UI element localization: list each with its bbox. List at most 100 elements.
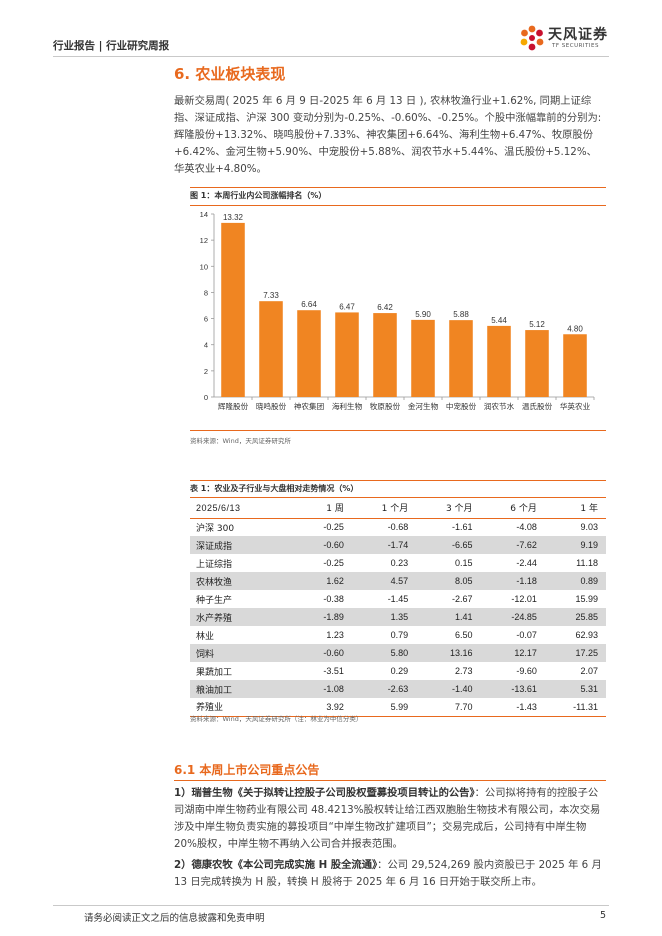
table-row: 深证成指 -0.60 -1.74 -6.65 -7.62 9.19	[190, 536, 606, 554]
bar	[563, 334, 587, 397]
table-cell: 5.99	[351, 698, 417, 717]
section-paragraph: 最新交易周( 2025 年 6 月 9 日-2025 年 6 月 13 日 ),…	[174, 95, 602, 175]
table-cell: 0.89	[544, 572, 606, 590]
table-cell: 11.18	[576, 558, 598, 568]
table-cell: 0.15	[455, 558, 473, 568]
table-cell: -4.08	[516, 522, 537, 533]
figure-source: 资料来源：Wind，天风证券研究所	[190, 437, 291, 445]
table-row: 农林牧渔 1.62 4.57 8.05 -1.18 0.89	[190, 572, 606, 590]
table-cell: -1.89	[298, 608, 352, 626]
y-tick-label: 8	[204, 288, 208, 297]
table-row-label: 水产养殖	[190, 608, 299, 626]
page-number: 5	[600, 910, 607, 921]
table-header-row: 2025/6/13 1 周 1 个月 3 个月 6 个月 1 年	[190, 498, 606, 519]
footer-disclaimer: 请务必阅读正文之后的信息披露和免责申明	[84, 913, 265, 924]
bar	[221, 222, 245, 397]
y-tick-label: 0	[204, 393, 208, 402]
table-cell: -0.25	[323, 522, 344, 533]
bar	[259, 301, 283, 397]
bar	[373, 313, 397, 397]
table-caption: 表 1：农业及子行业与大盘相对走势情况（%）	[190, 484, 359, 493]
bar-value-label: 7.33	[263, 291, 279, 300]
y-tick-label: 6	[204, 315, 208, 324]
table-cell: -12.01	[511, 594, 537, 604]
table-row-label: 林业	[196, 631, 215, 642]
bar-value-label: 4.80	[567, 324, 583, 333]
header-divider	[53, 56, 609, 57]
figure-caption-rule	[190, 205, 606, 206]
table-cell: -9.60	[516, 666, 537, 676]
table-cell: 7.70	[416, 698, 481, 717]
table-cell: -2.63	[351, 680, 417, 698]
bar	[297, 310, 321, 397]
table-cell: -11.31	[544, 698, 606, 717]
table-cell: 25.85	[544, 608, 606, 626]
table-cell: -0.60	[298, 644, 352, 662]
x-category-label: 金河生物	[408, 401, 439, 411]
table-cell: 0.29	[390, 666, 409, 676]
bar	[449, 320, 473, 397]
table-cell: -3.51	[323, 666, 344, 676]
announcement-heading: 2）德康农牧《本公司完成实施 H 股全流通》	[174, 859, 378, 871]
x-category-label: 辉隆股份	[218, 401, 249, 411]
table-cell: -1.08	[298, 680, 352, 698]
table-header-6m: 6 个月	[480, 498, 545, 519]
table-source: 资料来源：Wind，天风证券研究所（注：林业为中信分类）	[190, 715, 363, 723]
announcement-heading: 1）瑞普生物《关于拟转让控股子公司股权暨募投项目转让的公告》	[174, 787, 475, 799]
table-cell: -1.18	[480, 572, 545, 590]
table-cell: 6.50	[455, 630, 473, 640]
tf-securities-logo	[520, 25, 544, 51]
x-category-label: 华英农业	[560, 401, 591, 411]
table-cell: -24.85	[480, 608, 545, 626]
table-cell: -6.65	[416, 536, 481, 554]
table-cell: 3.92	[298, 698, 352, 717]
y-tick-label: 4	[204, 341, 208, 350]
table-row: 养殖业 3.92 5.99 7.70 -1.43 -11.31	[190, 698, 606, 717]
logo-wordmark-en: TF SECURITIES	[552, 43, 599, 49]
bar-value-label: 5.12	[529, 320, 545, 329]
bar-value-label: 5.90	[415, 310, 431, 319]
table-cell: 1.23	[326, 630, 344, 640]
table-row-label: 沪深 300	[196, 523, 235, 534]
table-cell: 2.07	[580, 666, 598, 676]
report-category: 行业报告 | 行业研究周报	[53, 40, 170, 52]
table-header-1y: 1 年	[544, 498, 606, 519]
x-category-label: 牧原股份	[370, 401, 401, 411]
table-row: 水产养殖 -1.89 1.35 1.41 -24.85 25.85	[190, 608, 606, 626]
table-cell: 0.23	[390, 558, 409, 568]
bar-value-label: 6.42	[377, 303, 393, 312]
announcement-item: 2）德康农牧《本公司完成实施 H 股全流通》：公司 29,524,269 股内资…	[174, 857, 606, 891]
table-cell: 0.79	[390, 630, 409, 640]
table-cell: -0.25	[323, 558, 344, 568]
x-category-label: 神农集团	[294, 401, 324, 411]
bar-value-label: 13.32	[223, 213, 244, 222]
table-top-rule	[190, 480, 606, 481]
table-row-label: 养殖业	[190, 698, 299, 717]
table-cell: 9.03	[580, 522, 598, 533]
table-cell: -0.60	[298, 536, 352, 554]
table-cell: 17.25	[544, 644, 606, 662]
figure-top-rule	[190, 187, 606, 188]
bar	[487, 325, 511, 397]
table-cell: 5.80	[351, 644, 417, 662]
y-tick-label: 2	[204, 367, 208, 376]
table-row-label: 农林牧渔	[190, 572, 299, 590]
table-cell: -0.38	[323, 594, 344, 604]
table-cell: 2.73	[455, 666, 473, 676]
table-row: 上证综指 -0.25 0.23 0.15 -2.44 11.18	[190, 554, 606, 572]
table-cell: 1.62	[298, 572, 352, 590]
bar-value-label: 6.64	[301, 300, 317, 309]
x-category-label: 晓鸣股份	[256, 401, 287, 411]
table-header-1m: 1 个月	[351, 498, 417, 519]
table-cell: -1.40	[416, 680, 481, 698]
table-cell: -0.07	[516, 630, 537, 640]
bar-value-label: 5.44	[491, 316, 507, 325]
table-cell: -1.74	[351, 536, 417, 554]
table-cell: -2.67	[452, 594, 473, 604]
table-row: 果蔬加工 -3.51 0.29 2.73 -9.60 2.07	[190, 662, 606, 680]
bar	[525, 330, 549, 397]
gain-ranking-chart: 0 2 4 6 8 10 12 14 13.32 辉隆股份 7.33 晓鸣股份 6.64 神农集团 6.47…	[200, 210, 595, 411]
figure-bottom-rule	[190, 430, 606, 431]
table-cell: 5.31	[544, 680, 606, 698]
table-cell: 1.35	[351, 608, 417, 626]
